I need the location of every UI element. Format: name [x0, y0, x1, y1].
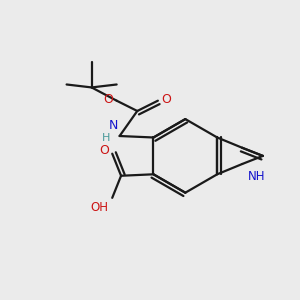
Text: O: O	[99, 144, 109, 157]
Text: H: H	[102, 134, 110, 143]
Text: N: N	[109, 119, 118, 133]
Text: O: O	[161, 93, 171, 106]
Text: NH: NH	[248, 170, 265, 184]
Text: OH: OH	[91, 201, 109, 214]
Text: O: O	[103, 93, 113, 106]
